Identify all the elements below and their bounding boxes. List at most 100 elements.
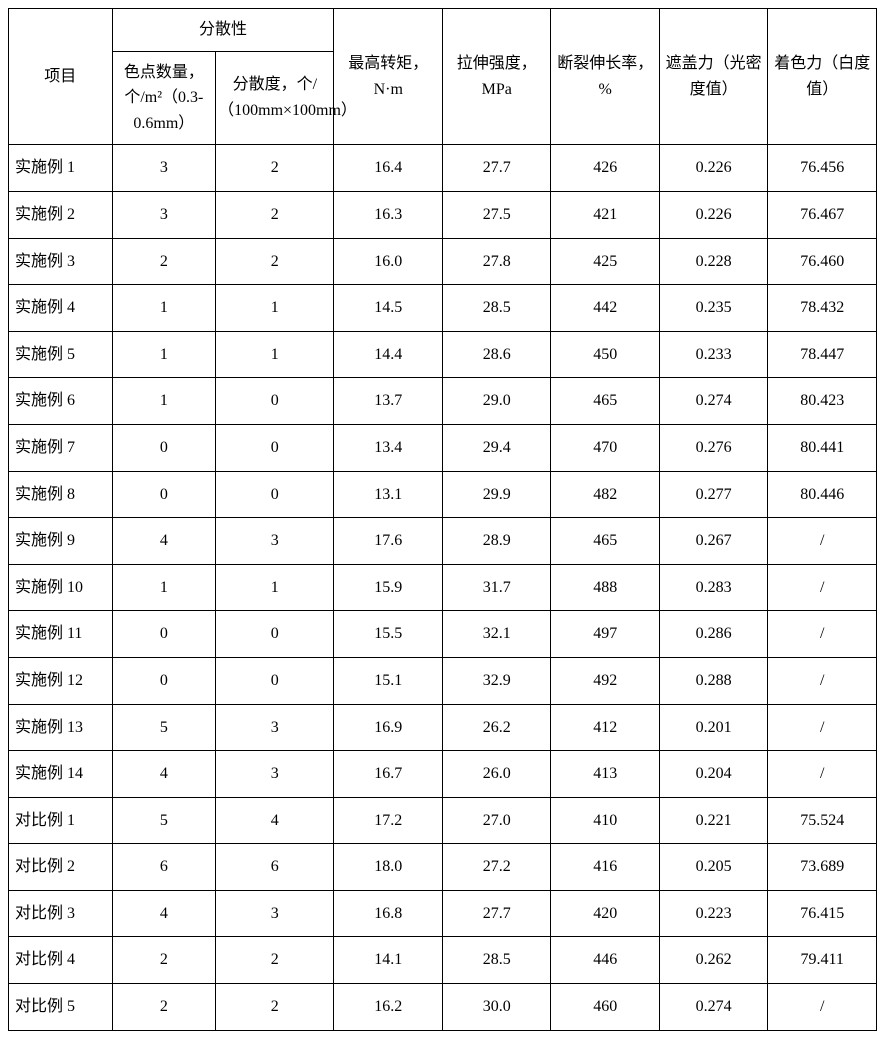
cell-tensile: 32.9 xyxy=(442,657,550,704)
cell-item: 实施例 12 xyxy=(9,657,113,704)
cell-elongation: 482 xyxy=(551,471,659,518)
cell-torque: 13.1 xyxy=(334,471,442,518)
cell-dispersion1: 5 xyxy=(112,797,216,844)
table-row: 实施例 41114.528.54420.23578.432 xyxy=(9,285,877,332)
cell-dispersion1: 1 xyxy=(112,378,216,425)
cell-item: 实施例 14 xyxy=(9,751,113,798)
header-elongation: 断裂伸长率，% xyxy=(551,9,659,145)
cell-torque: 18.0 xyxy=(334,844,442,891)
table-row: 实施例 144316.726.04130.204/ xyxy=(9,751,877,798)
cell-dispersion2: 0 xyxy=(216,378,334,425)
cell-dispersion2: 0 xyxy=(216,471,334,518)
cell-cover: 0.201 xyxy=(659,704,767,751)
cell-torque: 15.9 xyxy=(334,564,442,611)
cell-elongation: 488 xyxy=(551,564,659,611)
cell-elongation: 450 xyxy=(551,331,659,378)
table-row: 实施例 61013.729.04650.27480.423 xyxy=(9,378,877,425)
cell-dispersion2: 2 xyxy=(216,937,334,984)
cell-elongation: 425 xyxy=(551,238,659,285)
cell-color: 73.689 xyxy=(768,844,877,891)
cell-dispersion2: 1 xyxy=(216,285,334,332)
cell-item: 实施例 3 xyxy=(9,238,113,285)
cell-tensile: 28.9 xyxy=(442,518,550,565)
cell-item: 实施例 9 xyxy=(9,518,113,565)
cell-dispersion2: 3 xyxy=(216,751,334,798)
header-color: 着色力（白度值） xyxy=(768,9,877,145)
table-row: 实施例 94317.628.94650.267/ xyxy=(9,518,877,565)
cell-dispersion1: 0 xyxy=(112,657,216,704)
cell-dispersion2: 1 xyxy=(216,564,334,611)
cell-cover: 0.262 xyxy=(659,937,767,984)
cell-color: 80.446 xyxy=(768,471,877,518)
cell-dispersion1: 2 xyxy=(112,984,216,1031)
cell-torque: 14.5 xyxy=(334,285,442,332)
table-row: 实施例 13216.427.74260.22676.456 xyxy=(9,145,877,192)
cell-dispersion1: 1 xyxy=(112,331,216,378)
cell-dispersion1: 1 xyxy=(112,285,216,332)
cell-color: 78.432 xyxy=(768,285,877,332)
cell-dispersion2: 2 xyxy=(216,145,334,192)
cell-cover: 0.283 xyxy=(659,564,767,611)
cell-dispersion2: 0 xyxy=(216,424,334,471)
header-item: 项目 xyxy=(9,9,113,145)
cell-tensile: 27.7 xyxy=(442,890,550,937)
cell-item: 实施例 11 xyxy=(9,611,113,658)
cell-item: 对比例 4 xyxy=(9,937,113,984)
cell-tensile: 29.9 xyxy=(442,471,550,518)
cell-tensile: 31.7 xyxy=(442,564,550,611)
cell-torque: 13.7 xyxy=(334,378,442,425)
cell-dispersion1: 2 xyxy=(112,937,216,984)
cell-torque: 17.2 xyxy=(334,797,442,844)
cell-dispersion1: 0 xyxy=(112,611,216,658)
cell-elongation: 465 xyxy=(551,378,659,425)
cell-elongation: 446 xyxy=(551,937,659,984)
table-row: 实施例 135316.926.24120.201/ xyxy=(9,704,877,751)
table-row: 对比例 42214.128.54460.26279.411 xyxy=(9,937,877,984)
table-row: 实施例 101115.931.74880.283/ xyxy=(9,564,877,611)
cell-item: 对比例 1 xyxy=(9,797,113,844)
cell-color: / xyxy=(768,751,877,798)
cell-dispersion1: 6 xyxy=(112,844,216,891)
cell-torque: 17.6 xyxy=(334,518,442,565)
cell-torque: 15.1 xyxy=(334,657,442,704)
cell-color: 80.423 xyxy=(768,378,877,425)
cell-elongation: 420 xyxy=(551,890,659,937)
cell-dispersion2: 4 xyxy=(216,797,334,844)
cell-torque: 14.4 xyxy=(334,331,442,378)
cell-tensile: 29.4 xyxy=(442,424,550,471)
cell-color: / xyxy=(768,984,877,1031)
cell-dispersion1: 4 xyxy=(112,890,216,937)
cell-dispersion1: 3 xyxy=(112,191,216,238)
cell-elongation: 442 xyxy=(551,285,659,332)
cell-torque: 16.2 xyxy=(334,984,442,1031)
cell-elongation: 416 xyxy=(551,844,659,891)
cell-cover: 0.204 xyxy=(659,751,767,798)
cell-dispersion2: 2 xyxy=(216,191,334,238)
cell-elongation: 421 xyxy=(551,191,659,238)
cell-torque: 16.8 xyxy=(334,890,442,937)
cell-cover: 0.226 xyxy=(659,191,767,238)
data-table: 项目 分散性 最高转矩，N·m 拉伸强度，MPa 断裂伸长率，% 遮盖力（光密度… xyxy=(8,8,877,1031)
cell-item: 对比例 2 xyxy=(9,844,113,891)
cell-cover: 0.226 xyxy=(659,145,767,192)
cell-torque: 16.4 xyxy=(334,145,442,192)
cell-dispersion2: 0 xyxy=(216,611,334,658)
cell-cover: 0.235 xyxy=(659,285,767,332)
header-dispersion-col1: 色点数量，个/m²（0.3-0.6mm） xyxy=(112,51,216,145)
table-row: 实施例 23216.327.54210.22676.467 xyxy=(9,191,877,238)
cell-dispersion2: 3 xyxy=(216,890,334,937)
cell-torque: 15.5 xyxy=(334,611,442,658)
cell-color: 76.460 xyxy=(768,238,877,285)
cell-dispersion2: 2 xyxy=(216,984,334,1031)
cell-tensile: 28.5 xyxy=(442,937,550,984)
cell-elongation: 426 xyxy=(551,145,659,192)
cell-item: 实施例 8 xyxy=(9,471,113,518)
cell-item: 对比例 5 xyxy=(9,984,113,1031)
cell-elongation: 410 xyxy=(551,797,659,844)
cell-cover: 0.267 xyxy=(659,518,767,565)
cell-torque: 16.3 xyxy=(334,191,442,238)
table-row: 实施例 32216.027.84250.22876.460 xyxy=(9,238,877,285)
cell-color: / xyxy=(768,704,877,751)
table-header: 项目 分散性 最高转矩，N·m 拉伸强度，MPa 断裂伸长率，% 遮盖力（光密度… xyxy=(9,9,877,145)
cell-cover: 0.288 xyxy=(659,657,767,704)
